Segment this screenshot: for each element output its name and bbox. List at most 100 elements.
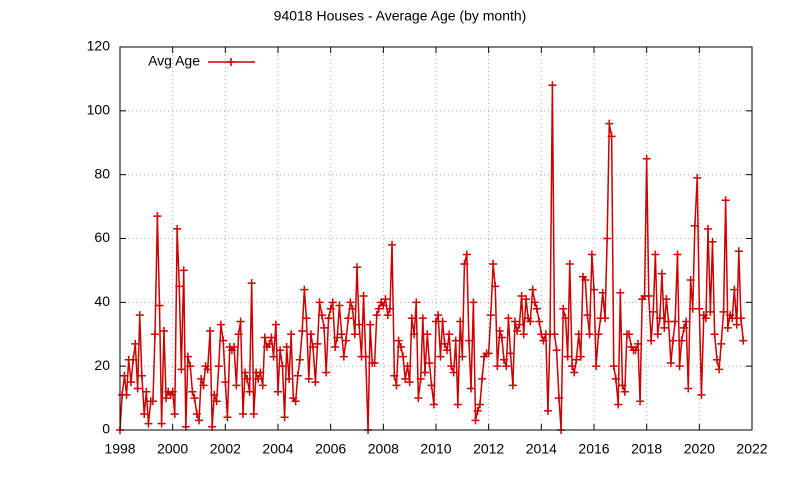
point — [144, 419, 153, 428]
y-tick-label: 80 — [94, 165, 110, 181]
point — [302, 314, 311, 323]
point — [673, 250, 682, 259]
point — [620, 387, 629, 396]
point — [285, 374, 294, 383]
point — [238, 410, 247, 419]
point — [133, 384, 142, 393]
point — [223, 413, 232, 422]
point — [383, 311, 392, 320]
x-tick-label: 2020 — [684, 441, 715, 457]
point — [230, 343, 239, 352]
point — [328, 298, 337, 307]
point — [445, 330, 454, 339]
point — [388, 240, 397, 249]
point — [300, 285, 309, 294]
point — [256, 368, 265, 377]
point — [526, 317, 535, 326]
point — [543, 406, 552, 415]
point — [151, 330, 160, 339]
point — [247, 279, 256, 288]
point — [361, 352, 370, 361]
point — [486, 311, 495, 320]
point — [561, 314, 570, 323]
point — [379, 301, 388, 310]
point — [381, 295, 390, 304]
point — [642, 154, 651, 163]
point — [282, 343, 291, 352]
point — [513, 327, 522, 336]
point — [434, 311, 443, 320]
chart-title: 94018 Houses - Average Age (by month) — [274, 8, 527, 24]
point — [734, 247, 743, 256]
point — [625, 330, 634, 339]
point — [416, 374, 425, 383]
point — [585, 330, 594, 339]
point — [633, 339, 642, 348]
point — [322, 368, 331, 377]
point — [221, 378, 230, 387]
point — [458, 352, 467, 361]
point — [528, 285, 537, 294]
point — [269, 352, 278, 361]
point — [690, 221, 699, 230]
point — [697, 390, 706, 399]
point — [258, 381, 267, 390]
point — [469, 298, 478, 307]
y-tick-label: 60 — [94, 229, 110, 245]
point — [677, 336, 686, 345]
point — [276, 346, 285, 355]
point — [680, 323, 689, 332]
point — [554, 394, 563, 403]
point — [618, 381, 627, 390]
point — [344, 314, 353, 323]
point — [563, 352, 572, 361]
point — [399, 352, 408, 361]
legend-label: Avg Age — [148, 53, 200, 69]
point — [502, 362, 511, 371]
point — [565, 260, 574, 269]
point — [210, 390, 219, 399]
point — [271, 320, 280, 329]
point — [157, 419, 166, 428]
point — [341, 336, 350, 345]
point — [153, 212, 162, 221]
point — [396, 343, 405, 352]
x-tick-label: 2022 — [736, 441, 767, 457]
point — [427, 381, 436, 390]
point — [443, 346, 452, 355]
point — [653, 330, 662, 339]
point — [508, 381, 517, 390]
point — [462, 250, 471, 259]
point — [249, 410, 258, 419]
point — [511, 317, 519, 326]
point — [594, 330, 603, 339]
point — [304, 374, 313, 383]
point — [449, 368, 458, 377]
point — [170, 410, 179, 419]
point — [155, 301, 164, 310]
point — [438, 317, 447, 326]
point — [407, 314, 416, 323]
point — [712, 355, 721, 364]
point — [129, 355, 138, 364]
point — [662, 295, 671, 304]
point — [636, 397, 645, 406]
point — [475, 400, 484, 409]
point — [219, 336, 228, 345]
point — [550, 330, 559, 339]
point — [732, 320, 741, 329]
point — [390, 371, 399, 380]
x-tick-label: 1998 — [104, 441, 135, 457]
point — [241, 368, 250, 377]
point — [590, 285, 598, 294]
point — [506, 349, 515, 358]
point — [188, 387, 197, 396]
point — [298, 327, 307, 336]
point — [120, 371, 129, 380]
point — [425, 358, 434, 367]
point — [254, 374, 263, 383]
point — [309, 343, 318, 352]
point — [212, 397, 221, 406]
point — [467, 384, 476, 393]
